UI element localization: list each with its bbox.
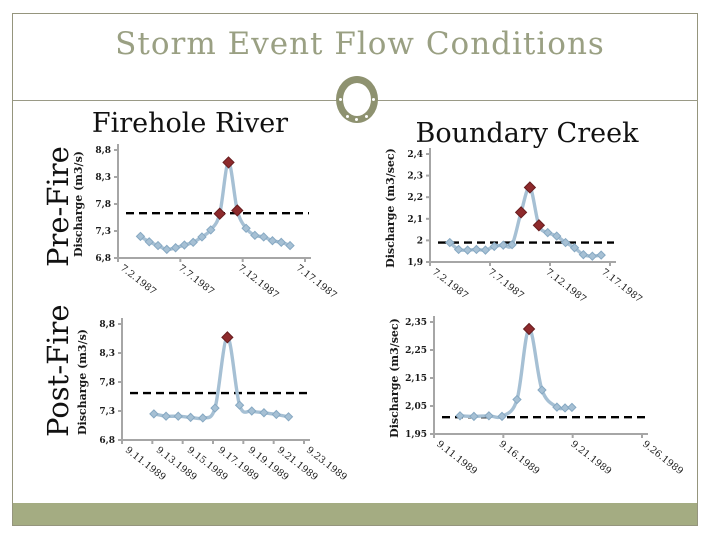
svg-text:8,3: 8,3 xyxy=(99,349,115,359)
svg-text:7,8: 7,8 xyxy=(95,200,111,210)
svg-text:2,05: 2,05 xyxy=(405,402,427,412)
svg-text:7,3: 7,3 xyxy=(95,227,111,237)
svg-text:2,15: 2,15 xyxy=(405,374,427,384)
svg-text:2: 2 xyxy=(417,236,423,246)
svg-text:6,8: 6,8 xyxy=(99,436,115,446)
svg-text:8,8: 8,8 xyxy=(95,146,111,156)
svg-text:7.12.1987: 7.12.1987 xyxy=(236,263,281,301)
svg-text:9.16.1989: 9.16.1989 xyxy=(497,439,542,477)
chart-boundary-prefire: 1,9 2 2,1 2,2 2,3 2,4 7.2.1987 7.7.1987 7.12.198… xyxy=(384,148,644,305)
ring-dot-icon xyxy=(346,115,349,118)
svg-text:2,4: 2,4 xyxy=(407,150,423,160)
footer-band xyxy=(13,503,697,525)
svg-text:Discharge (m3/sec): Discharge (m3/sec) xyxy=(388,318,401,438)
svg-text:2,25: 2,25 xyxy=(405,346,427,356)
svg-text:7.2.1987: 7.2.1987 xyxy=(118,263,158,298)
svg-text:Discharge (m3/s): Discharge (m3/s) xyxy=(76,329,89,435)
svg-text:7.7.1987: 7.7.1987 xyxy=(486,267,526,302)
svg-text:2,3: 2,3 xyxy=(407,172,423,182)
svg-text:1,95: 1,95 xyxy=(405,430,427,440)
svg-text:7.12.1987: 7.12.1987 xyxy=(543,267,588,305)
svg-text:Discharge (m3/s): Discharge (m3/s) xyxy=(72,151,85,257)
column-heading-boundary-creek: Boundary Creek xyxy=(415,118,639,149)
svg-text:7,3: 7,3 xyxy=(99,407,115,417)
svg-text:7.17.1987: 7.17.1987 xyxy=(599,267,644,305)
column-heading-firehole-river: Firehole River xyxy=(91,108,289,139)
ring-dot-icon xyxy=(339,98,342,101)
svg-text:7.17.1987: 7.17.1987 xyxy=(294,263,339,301)
ring-dot-icon xyxy=(372,98,375,101)
slide-frame xyxy=(12,13,698,526)
chart-firehole-postfire: 6,87,37,88,38,89.11.19899.13.19899.15.19… xyxy=(76,318,349,483)
svg-text:2,2: 2,2 xyxy=(407,193,423,203)
svg-text:8,3: 8,3 xyxy=(95,173,111,183)
svg-text:2,1: 2,1 xyxy=(407,215,423,225)
svg-text:1,9: 1,9 xyxy=(407,258,423,268)
svg-text:8,8: 8,8 xyxy=(99,320,115,330)
chart-firehole-prefire: 6,8 7,3 7,8 8,3 8,8 7.2.1987 7.7.1987 7.12.1987… xyxy=(72,144,339,301)
svg-text:7.2.1987: 7.2.1987 xyxy=(430,267,470,302)
svg-text:2,35: 2,35 xyxy=(405,318,427,328)
svg-text:9.21.1989: 9.21.1989 xyxy=(568,439,613,477)
chart-boundary-postfire: 1,95 2,05 2,15 2,25 2,35 9.11.1989 9.16.1989 9.… xyxy=(388,316,685,477)
svg-text:Discharge (m3/sec): Discharge (m3/sec) xyxy=(384,148,397,268)
svg-text:9.11.1989: 9.11.1989 xyxy=(434,439,479,477)
slide-title: Storm Event Flow Conditions xyxy=(115,26,605,62)
ring-dot-icon xyxy=(365,115,368,118)
svg-text:9.26.1989: 9.26.1989 xyxy=(640,439,685,477)
svg-text:7.7.1987: 7.7.1987 xyxy=(176,263,216,298)
ring-dot-icon xyxy=(355,118,358,121)
svg-text:7,8: 7,8 xyxy=(99,378,115,388)
svg-text:6,8: 6,8 xyxy=(95,254,111,264)
